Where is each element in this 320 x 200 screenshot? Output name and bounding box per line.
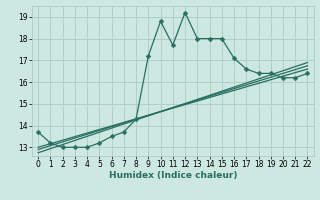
X-axis label: Humidex (Indice chaleur): Humidex (Indice chaleur)	[108, 171, 237, 180]
